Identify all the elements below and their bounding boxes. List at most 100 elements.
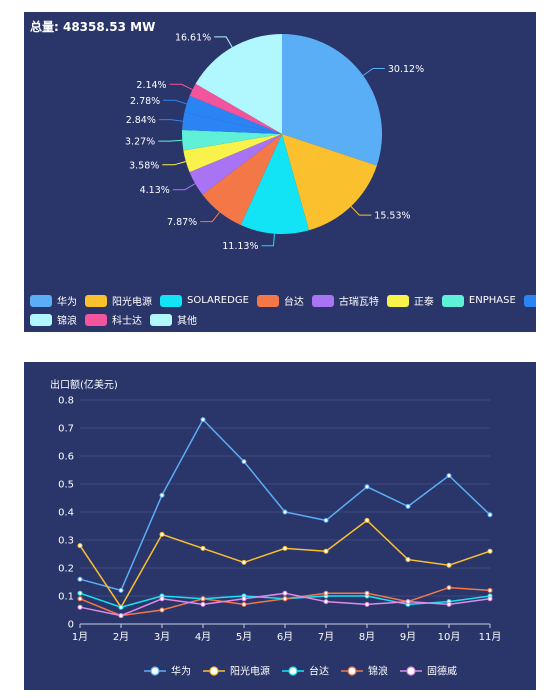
data-point [282, 509, 288, 515]
legend-item[interactable]: 台达 [282, 665, 329, 678]
slice-label: 15.53% [374, 211, 410, 222]
legend-item[interactable]: 阳光电源 [203, 665, 270, 678]
legend-swatch [30, 294, 52, 307]
y-tick-label: 0.8 [58, 396, 74, 407]
pie-slice [184, 95, 282, 134]
slice-label: 2.14% [136, 80, 166, 91]
data-point [159, 531, 165, 537]
data-point [323, 517, 329, 523]
y-tick-label: 0.1 [58, 592, 74, 603]
legend-item[interactable]: 华为 [144, 665, 191, 678]
data-point [77, 596, 83, 602]
pie-slice [282, 34, 383, 166]
legend-item[interactable]: 古瑞瓦特 [311, 293, 379, 308]
legend-marker [209, 666, 219, 676]
slice-label: 4.13% [140, 185, 170, 196]
pie-chart-panel: 总量: 48358.53 MW 30.12% 15.53% 11.13% 7.87% 4… [24, 12, 536, 332]
x-tick-label: 10月 [438, 631, 461, 643]
legend-swatch [150, 313, 172, 326]
pie-slice [182, 112, 282, 134]
chart-title: 总量: 48358.53 MW [30, 20, 156, 34]
pie-slice [189, 134, 282, 195]
legend-label: 锦浪 [368, 665, 388, 678]
legend-row: 锦浪 科士达 其他 [30, 310, 536, 329]
slice-label: 16.61% [175, 32, 211, 43]
legend-item[interactable]: 锦浪 [341, 665, 388, 678]
x-tick-label: 5月 [236, 631, 252, 643]
label-leader-line [158, 139, 183, 142]
legend-swatch [85, 313, 107, 326]
data-point [405, 503, 411, 509]
legend-label: 锦浪 [57, 316, 77, 327]
legend-label: 古瑞瓦特 [338, 297, 379, 308]
data-point [200, 417, 206, 423]
label-leader-line [162, 161, 186, 166]
y-tick-label: 0.5 [58, 480, 74, 491]
data-point [118, 604, 124, 610]
data-point [159, 596, 165, 602]
data-point [77, 543, 83, 549]
data-point [446, 562, 452, 568]
line-chart-panel: 出口额(亿美元) 0 0.1 0.2 0.3 0.4 0.5 0.6 0.7 0.8 1月 2月 3月 4… [24, 362, 536, 690]
data-point [323, 599, 329, 605]
legend-item[interactable]: 其他 [150, 312, 197, 327]
pie-legend: 华为 阳光电源 SOLAREDGE 台达 古瑞瓦特 正泰 ENPHASE 上能锦浪 科士达 其他 [30, 291, 536, 329]
pie-chart: 30.12% 15.53% 11.13% 7.87% 4.13% 3.58% 3.27% 2.… [125, 32, 424, 252]
slice-label: 30.12% [388, 64, 424, 75]
data-point [364, 590, 370, 596]
x-tick-label: 9月 [400, 631, 416, 643]
x-tick-label: 6月 [277, 631, 293, 643]
data-point [282, 545, 288, 551]
legend-item[interactable]: 上能 [523, 293, 536, 308]
legend-label: 固德威 [427, 665, 457, 678]
data-point [323, 548, 329, 554]
x-tick-label: 3月 [154, 631, 170, 643]
legend-item[interactable]: SOLAREDGE [160, 294, 249, 307]
legend-item[interactable]: ENPHASE [441, 294, 516, 307]
legend-label: 阳光电源 [230, 665, 270, 678]
label-leader-line [172, 183, 196, 191]
y-tick-label: 0.7 [58, 424, 74, 435]
legend-item[interactable]: 华为 [30, 293, 77, 308]
label-leader-line [350, 206, 372, 216]
series-line [79, 418, 491, 592]
data-point [323, 590, 329, 596]
y-tick-label: 0 [68, 620, 74, 631]
data-point [405, 599, 411, 605]
data-point [118, 613, 124, 619]
data-point [159, 492, 165, 498]
slice-label: 2.78% [130, 96, 160, 107]
data-point [200, 596, 206, 602]
data-point [446, 473, 452, 479]
legend-swatch [160, 294, 182, 307]
legend-item[interactable]: 锦浪 [30, 312, 77, 327]
legend-item[interactable]: 阳光电源 [85, 293, 152, 308]
legend-label: 科士达 [112, 316, 142, 327]
legend-label: 华为 [57, 297, 77, 308]
legend-item[interactable]: 固德威 [400, 665, 457, 678]
slice-label: 11.13% [222, 241, 258, 252]
legend-marker [406, 666, 416, 676]
pie-slice [202, 134, 282, 226]
data-point [487, 596, 493, 602]
legend-item[interactable]: 台达 [256, 293, 304, 308]
y-tick-label: 0.4 [58, 508, 74, 519]
pie-slice [195, 34, 282, 134]
slice-label: 3.27% [125, 137, 155, 148]
legend-marker [288, 666, 298, 676]
data-point [405, 557, 411, 563]
label-leader-line [169, 83, 193, 91]
legend-item[interactable]: 科士达 [85, 312, 142, 327]
line-chart: 出口额(亿美元) 0 0.1 0.2 0.3 0.4 0.5 0.6 0.7 0.8 1月 2月 3月 4… [50, 378, 501, 678]
data-point [364, 517, 370, 523]
legend-item[interactable]: 正泰 [386, 293, 434, 308]
legend-swatch [441, 294, 464, 307]
data-point [77, 604, 83, 610]
pie-slice [240, 134, 309, 234]
legend-label: 台达 [283, 297, 304, 308]
label-leader-line [214, 36, 233, 48]
data-point [77, 576, 83, 582]
label-leader-line [158, 119, 183, 122]
data-point [487, 587, 493, 593]
x-tick-label: 2月 [113, 631, 129, 643]
